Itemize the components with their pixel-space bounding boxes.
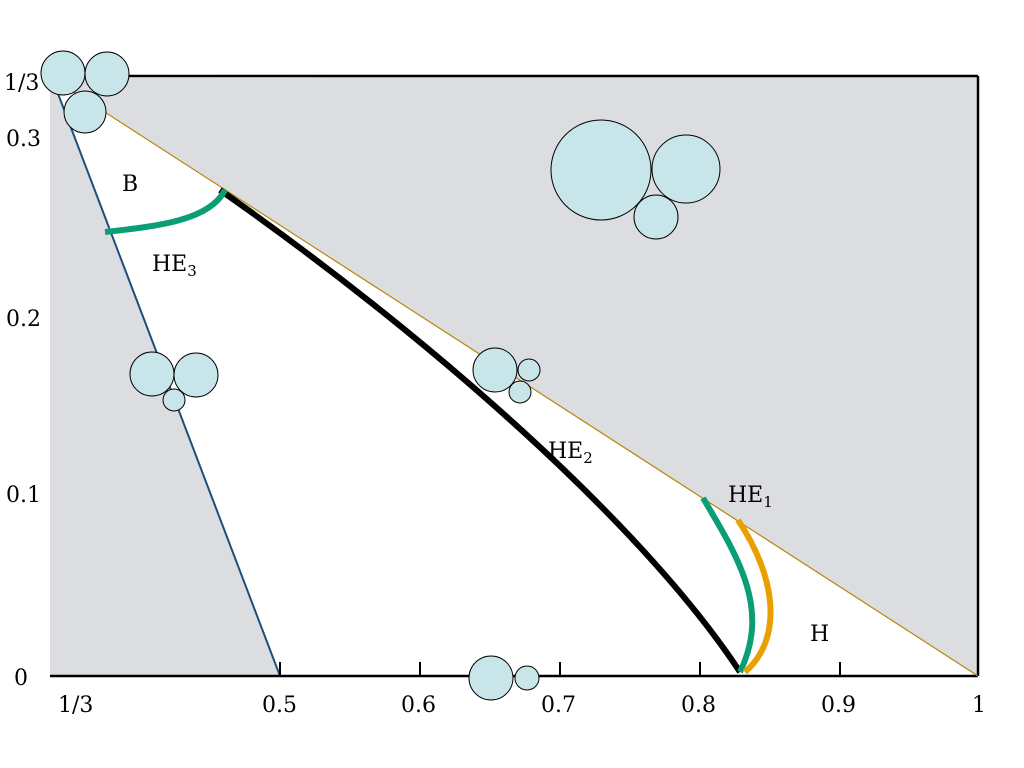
x-tick-marks xyxy=(279,662,841,676)
boundary-curve-orange xyxy=(735,518,774,675)
x-tick-label: 0.8 xyxy=(681,693,716,718)
region-label-he3: HE3 xyxy=(152,252,197,280)
disk-cluster-left-edge xyxy=(129,351,219,412)
y-tick-label: 0.2 xyxy=(6,307,41,332)
region-label-b: B xyxy=(122,172,138,197)
x-tick-label: 1 xyxy=(972,693,986,718)
boundary-curve-green-right xyxy=(700,496,756,674)
y-tick-label: 0.3 xyxy=(6,127,41,152)
y-tick-label: 1/3 xyxy=(4,71,39,96)
disk-cluster-top-left xyxy=(40,50,130,134)
region-label-he1: HE1 xyxy=(728,483,773,511)
x-tick-label: 0.7 xyxy=(541,693,576,718)
x-tick-label: 0.6 xyxy=(401,693,436,718)
region-label-h: H xyxy=(810,622,829,647)
region-label-he2: HE2 xyxy=(548,439,593,467)
disk-cluster-bottom xyxy=(468,655,540,701)
boundary-curve-black xyxy=(218,187,743,674)
boundary-curve-green-top xyxy=(104,188,228,235)
y-tick-label: 0 xyxy=(14,666,28,691)
disk-cluster-upper-edge xyxy=(472,347,541,404)
y-tick-label: 0.1 xyxy=(6,483,41,508)
disk-cluster-top-right xyxy=(550,119,721,240)
x-tick-label: 1/3 xyxy=(58,693,93,718)
x-tick-label: 0.9 xyxy=(821,693,856,718)
x-tick-label: 0.5 xyxy=(262,693,297,718)
